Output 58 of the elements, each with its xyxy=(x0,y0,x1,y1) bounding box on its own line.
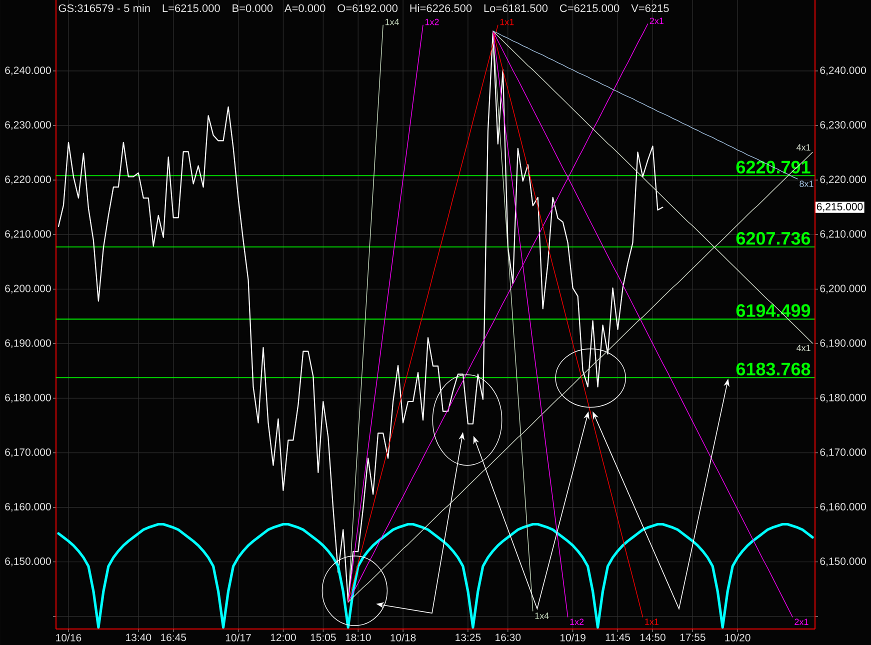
series-label: 2x1 xyxy=(650,18,664,24)
annotation: B=0.000 xyxy=(232,4,273,12)
annotation: A=0.000 xyxy=(284,4,326,12)
annotation: Lo=6181.500 xyxy=(484,4,548,12)
y-tick-label: 6,230.000 xyxy=(5,121,51,130)
y-tick-label: 6,180.000 xyxy=(5,394,51,403)
series-label: 1x2 xyxy=(570,618,584,625)
annotation: L=6215.000 xyxy=(162,4,220,12)
annotation: C=6215.000 xyxy=(560,4,620,12)
ref-line-label: 6183.768 xyxy=(736,362,810,376)
annotation: Hi=6226.500 xyxy=(410,4,472,12)
y2-tick-label: 6,190.000 xyxy=(820,339,866,348)
y2-tick-label: 6,170.000 xyxy=(820,448,866,458)
y-tick-label: 6,160.000 xyxy=(5,503,51,512)
x-tick-label: 13:25 xyxy=(456,634,481,642)
x-tick-label: 17:55 xyxy=(680,634,706,642)
x-tick-label: 13:40 xyxy=(126,634,152,642)
series-label: 2x1 xyxy=(794,618,808,625)
y-tick-label: 6,220.000 xyxy=(5,176,51,184)
x-tick-label: 10/19 xyxy=(560,634,586,642)
ref-line-label: 6207.736 xyxy=(736,232,810,245)
x-tick-label: 16:45 xyxy=(161,634,186,642)
annotation: V=6215 xyxy=(631,4,669,12)
y-tick-label: 6,200.000 xyxy=(5,284,51,294)
x-tick-label: 10/18 xyxy=(390,634,416,642)
y2-tick-label: 6,240.000 xyxy=(820,66,866,76)
y-tick-label: 6,210.000 xyxy=(5,230,51,239)
chart-title: GS:316579 - 5 min xyxy=(58,4,150,12)
series-label: 4x1 xyxy=(796,344,810,352)
y2-tick-label: 6,220.000 xyxy=(820,176,866,184)
x-tick-label: 12:00 xyxy=(270,634,296,642)
y-tick-label: 6,170.000 xyxy=(5,448,51,458)
x-tick-label: 14:50 xyxy=(640,634,666,642)
y2-tick-label: 6,180.000 xyxy=(820,394,866,403)
series-label: 1x4 xyxy=(385,18,400,26)
x-tick-label: 15:05 xyxy=(310,634,336,642)
series-label: 8x1 xyxy=(800,180,814,188)
y2-tick-label: 6,230.000 xyxy=(820,121,866,130)
text: 6,215.000 xyxy=(816,202,863,212)
x-tick-label: 16:30 xyxy=(496,634,521,642)
x-tick-label: 10/16 xyxy=(56,634,82,642)
y2-tick-label: 6,210.000 xyxy=(820,230,866,239)
x-tick-label: 10/17 xyxy=(226,634,251,642)
series-label: 4x1 xyxy=(796,144,810,150)
x-tick-label: 18:10 xyxy=(346,634,371,642)
series-label: 1x1 xyxy=(500,18,514,26)
x-tick-label: 10/20 xyxy=(725,634,750,642)
series-label: 1x4 xyxy=(535,612,549,619)
y-tick-label: 6,240.000 xyxy=(5,66,51,76)
y2-tick-label: 6,160.000 xyxy=(820,503,866,512)
y2-tick-label: 6,200.000 xyxy=(820,284,866,294)
series-label: 1x2 xyxy=(425,18,439,26)
y2-tick-label: 6,150.000 xyxy=(820,558,866,566)
annotation: O=6192.000 xyxy=(338,4,398,12)
series-label: 1x1 xyxy=(645,618,658,625)
x-tick-label: 11:45 xyxy=(606,634,630,642)
y-tick-label: 6,190.000 xyxy=(5,339,51,348)
y-tick-label: 6,150.000 xyxy=(5,558,51,566)
